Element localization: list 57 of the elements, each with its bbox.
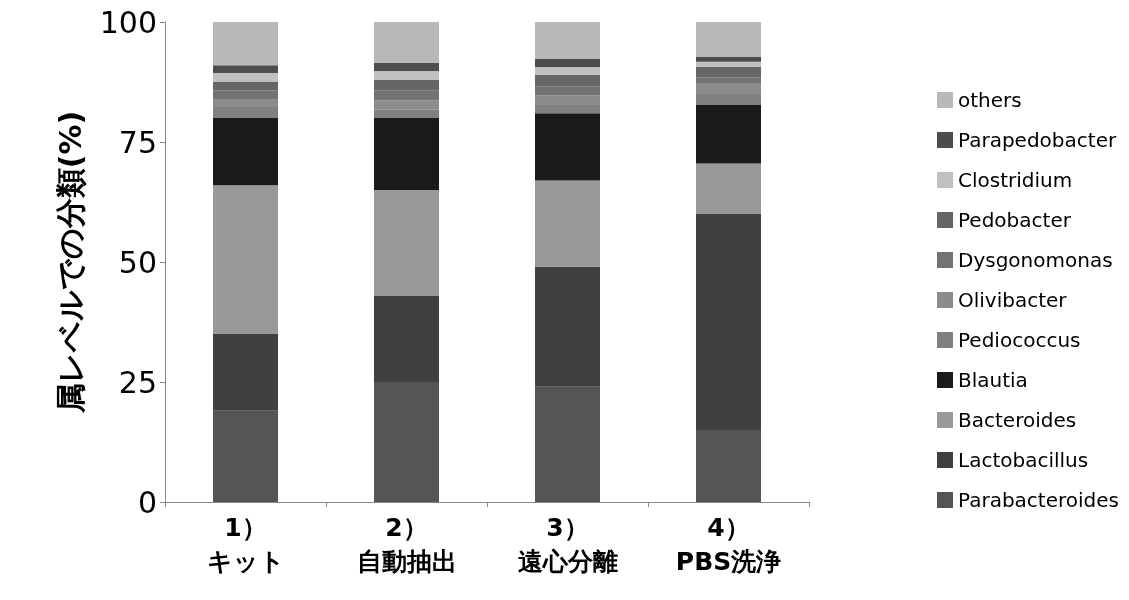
legend-label: Pedobacter	[958, 208, 1072, 232]
y-tick-label: 100	[99, 4, 157, 40]
bar	[374, 62, 439, 71]
bar	[535, 22, 600, 59]
legend-label: Parapedobacter	[958, 128, 1117, 152]
bar	[696, 61, 761, 68]
bar	[696, 430, 761, 502]
x-tick-label: 1）キット	[206, 512, 285, 576]
bar	[374, 70, 439, 81]
y-tick-label: 0	[137, 484, 157, 520]
bar	[213, 410, 278, 502]
bar	[374, 118, 439, 190]
bar	[213, 118, 278, 186]
y-tick-label: 25	[118, 364, 157, 400]
bar	[535, 113, 600, 181]
bar	[696, 67, 761, 78]
bar	[696, 105, 761, 164]
legend-label: Blautia	[958, 368, 1028, 392]
bar	[374, 190, 439, 296]
bar	[535, 67, 600, 75]
legend-label: Pediococcus	[958, 328, 1081, 352]
legend-label: Dysgonomonas	[958, 248, 1113, 272]
y-tick-label: 75	[118, 124, 157, 160]
bar	[374, 90, 439, 101]
bar	[535, 86, 600, 96]
legend-label: Bacteroides	[958, 408, 1077, 432]
bar	[696, 163, 761, 214]
x-tick-label: 2）自動抽出	[356, 512, 457, 576]
bar	[213, 65, 278, 73]
bar	[696, 77, 761, 83]
bar	[696, 22, 761, 58]
bar	[374, 22, 439, 63]
bar	[213, 90, 278, 100]
legend-label: Parabacteroides	[958, 488, 1120, 512]
bar	[535, 180, 600, 267]
bar	[213, 72, 278, 82]
legend-label: Olivibacter	[958, 288, 1068, 312]
bar	[213, 82, 278, 91]
legend-label: Lactobacillus	[958, 448, 1089, 472]
y-axis-title: 属レベルでの分類(%)	[52, 110, 88, 415]
bar	[213, 185, 278, 334]
bar	[213, 334, 278, 411]
bar	[535, 74, 600, 87]
bar	[374, 80, 439, 91]
bar	[535, 386, 600, 502]
y-tick-label: 50	[118, 244, 157, 280]
bar	[535, 58, 600, 68]
bar	[213, 22, 278, 66]
bar	[374, 295, 439, 382]
bar	[374, 382, 439, 502]
legend-label: others	[958, 88, 1022, 112]
x-tick-label: 3）遠心分離	[517, 512, 618, 576]
bar	[696, 214, 761, 430]
legend-label: Clostridium	[958, 168, 1073, 192]
bar	[535, 266, 600, 387]
bar	[696, 57, 761, 62]
x-tick-label: 4） PBS洗浄	[675, 512, 782, 576]
